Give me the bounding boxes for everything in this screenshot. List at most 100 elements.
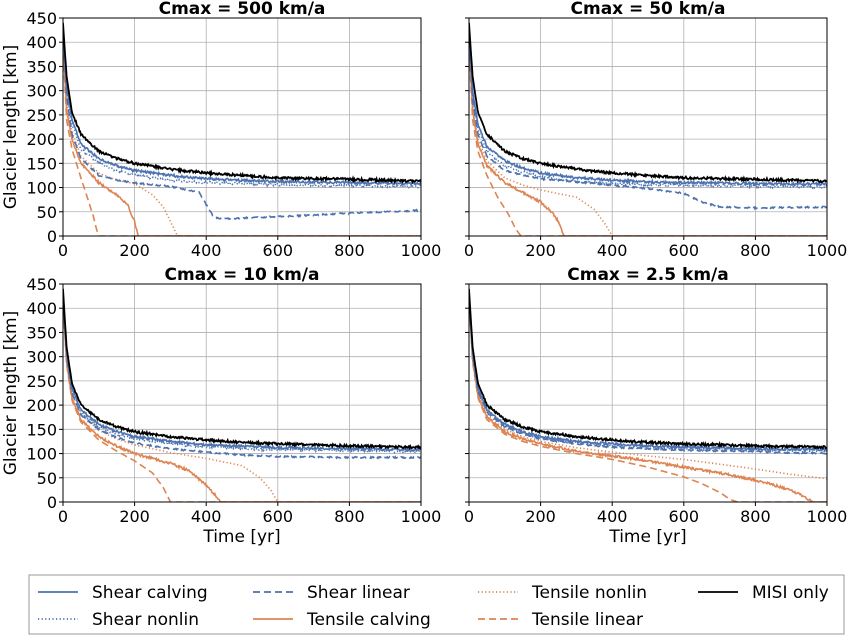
series-line-tensile-calving xyxy=(63,37,421,236)
series-line-tensile-nonlin xyxy=(469,34,827,236)
y-tick-label: 400 xyxy=(26,299,57,318)
series-line-shear-nonlin xyxy=(63,30,421,190)
series-line-misi xyxy=(63,22,421,185)
x-tick-label: 400 xyxy=(191,507,222,526)
plot-frame xyxy=(62,17,422,237)
series-line-tensile-nonlin xyxy=(469,294,827,480)
y-tick-label: 0 xyxy=(47,227,57,246)
x-tick-label: 800 xyxy=(740,507,771,526)
legend-label: Tensile calving xyxy=(306,610,431,630)
series-line-shear-linear xyxy=(469,32,827,211)
y-tick-label: 200 xyxy=(26,130,57,149)
x-tick-label: 200 xyxy=(525,241,556,260)
series-line-shear-linear xyxy=(63,294,421,460)
x-tick-label: 600 xyxy=(669,507,700,526)
y-tick-label: 0 xyxy=(47,493,57,512)
series-line-misi xyxy=(469,22,827,184)
x-tick-label: 200 xyxy=(119,507,150,526)
y-axis-label: Glacier length [km] xyxy=(1,45,21,210)
x-tick-label: 800 xyxy=(334,241,365,260)
plot-frame xyxy=(468,283,828,503)
panel-title: Cmax = 2.5 km/a xyxy=(567,265,728,285)
x-tick-label: 0 xyxy=(58,507,68,526)
chart-panel-4: 0 200 400 600 800 1000 Cmax = 2.5 km/a Time [yr… xyxy=(464,265,847,547)
legend-label: Tensile linear xyxy=(531,610,643,630)
y-tick-label: 250 xyxy=(26,106,57,125)
y-tick-label: 250 xyxy=(26,372,57,391)
series-line-shear-calving xyxy=(469,27,827,188)
legend-entry-shear-calving: Shear calving xyxy=(38,583,208,603)
x-tick-label: 0 xyxy=(58,241,68,260)
panels: 0 200 400 600 800 100005010015020025030035040… xyxy=(1,0,847,547)
chart-panel-3: 0 200 400 600 800 100005010015020025030035040… xyxy=(1,265,441,547)
series-line-shear-calving xyxy=(63,291,421,453)
legend-entry-shear-linear: Shear linear xyxy=(253,583,410,603)
legend: Shear calving Shear linear Tensile nonlin M… xyxy=(28,574,845,635)
series-line-shear-calving xyxy=(469,291,827,453)
legend-entry-misi: MISI only xyxy=(698,583,829,603)
y-tick-label: 300 xyxy=(26,348,57,367)
series-line-shear-nonlin xyxy=(469,30,827,190)
legend-label: Tensile nonlin xyxy=(531,583,647,603)
x-tick-label: 200 xyxy=(525,507,556,526)
legend-label: Shear linear xyxy=(307,583,410,603)
legend-entry-tensile-linear: Tensile linear xyxy=(478,610,643,630)
legend-entry-tensile-calving: Tensile calving xyxy=(253,610,431,630)
series-line-shear-linear xyxy=(63,32,421,221)
x-tick-label: 1000 xyxy=(807,507,848,526)
y-tick-label: 200 xyxy=(26,396,57,415)
series-line-misi xyxy=(469,288,827,450)
legend-entry-shear-nonlin: Shear nonlin xyxy=(38,610,199,630)
x-tick-label: 0 xyxy=(464,507,474,526)
series-line-tensile-nonlin xyxy=(63,34,421,236)
y-tick-label: 150 xyxy=(26,420,57,439)
x-tick-label: 800 xyxy=(740,241,771,260)
series-line-tensile-linear xyxy=(63,299,421,502)
x-tick-label: 400 xyxy=(597,507,628,526)
y-tick-label: 50 xyxy=(37,469,57,488)
x-tick-label: 600 xyxy=(263,507,294,526)
series-group xyxy=(469,288,827,502)
x-tick-label: 1000 xyxy=(401,507,442,526)
y-tick-label: 300 xyxy=(26,82,57,101)
series-line-tensile-calving xyxy=(63,298,421,502)
x-tick-label: 200 xyxy=(119,241,150,260)
legend-label: MISI only xyxy=(752,583,829,603)
y-tick-label: 100 xyxy=(26,445,57,464)
x-tick-label: 0 xyxy=(464,241,474,260)
series-line-tensile-nonlin xyxy=(63,296,421,502)
legend-label: Shear calving xyxy=(92,583,208,603)
x-axis-label: Time [yr] xyxy=(608,527,686,547)
y-axis-label: Glacier length [km] xyxy=(1,311,21,476)
y-tick-label: 100 xyxy=(26,179,57,198)
series-group xyxy=(63,288,421,502)
series-line-shear-calving xyxy=(63,27,421,187)
x-tick-label: 400 xyxy=(191,241,222,260)
y-tick-label: 150 xyxy=(26,154,57,173)
plot-frame xyxy=(468,17,828,237)
x-tick-label: 800 xyxy=(334,507,365,526)
series-line-tensile-calving xyxy=(469,296,827,502)
chart-panel-1: 0 200 400 600 800 100005010015020025030035040… xyxy=(1,0,441,260)
y-tick-label: 400 xyxy=(26,33,57,52)
panel-title: Cmax = 500 km/a xyxy=(159,0,326,19)
y-tick-label: 450 xyxy=(26,9,57,28)
x-axis-label: Time [yr] xyxy=(202,527,280,547)
plot-frame xyxy=(62,283,422,503)
series-group xyxy=(469,22,827,236)
legend-entry-tensile-nonlin: Tensile nonlin xyxy=(478,583,647,603)
panel-title: Cmax = 50 km/a xyxy=(571,0,726,19)
x-tick-label: 1000 xyxy=(401,241,442,260)
chart-panel-2: 0 200 400 600 800 1000 Cmax = 50 km/a xyxy=(464,0,847,260)
legend-box xyxy=(28,574,845,635)
x-tick-label: 400 xyxy=(597,241,628,260)
series-group xyxy=(63,22,421,236)
series-line-shear-linear xyxy=(469,293,827,455)
legend-label: Shear nonlin xyxy=(92,610,199,630)
y-tick-label: 350 xyxy=(26,57,57,76)
series-line-misi xyxy=(63,288,421,451)
x-tick-label: 600 xyxy=(263,241,294,260)
x-tick-label: 1000 xyxy=(807,241,848,260)
series-line-tensile-calving xyxy=(469,37,827,236)
